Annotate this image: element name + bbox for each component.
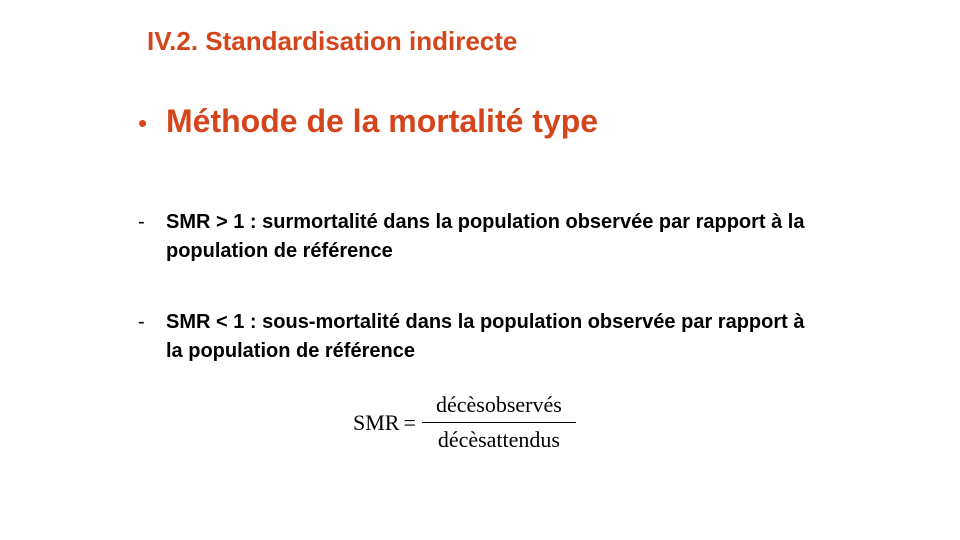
- list-item-smr-greater: - SMR > 1 : surmortalité dans la populat…: [138, 208, 818, 266]
- formula-numerator: décèsobservés: [435, 392, 562, 417]
- slide-title: IV.2. Standardisation indirecte: [147, 26, 518, 56]
- formula-fraction: décèsobservés décèsattendus: [421, 392, 576, 453]
- main-bullet: • Méthode de la mortalité type: [138, 100, 598, 144]
- formula-equals: =: [403, 409, 416, 435]
- bullet-icon: •: [138, 108, 148, 138]
- smr-formula: SMR = décèsobservés décèsattendus: [353, 392, 576, 453]
- fraction-bar: [421, 422, 576, 423]
- main-bullet-text: Méthode de la mortalité type: [166, 103, 599, 139]
- dash-marker: -: [138, 311, 145, 333]
- list-item-smr-less: - SMR < 1 : sous-mortalité dans la popul…: [138, 308, 818, 366]
- formula-lhs: SMR: [353, 409, 400, 435]
- dash-marker: -: [138, 211, 145, 233]
- list-item-text: SMR < 1 : sous-mortalité dans la populat…: [166, 311, 805, 362]
- list-item-text: SMR > 1 : surmortalité dans la populatio…: [166, 211, 805, 262]
- formula-denominator: décèsattendus: [437, 427, 560, 452]
